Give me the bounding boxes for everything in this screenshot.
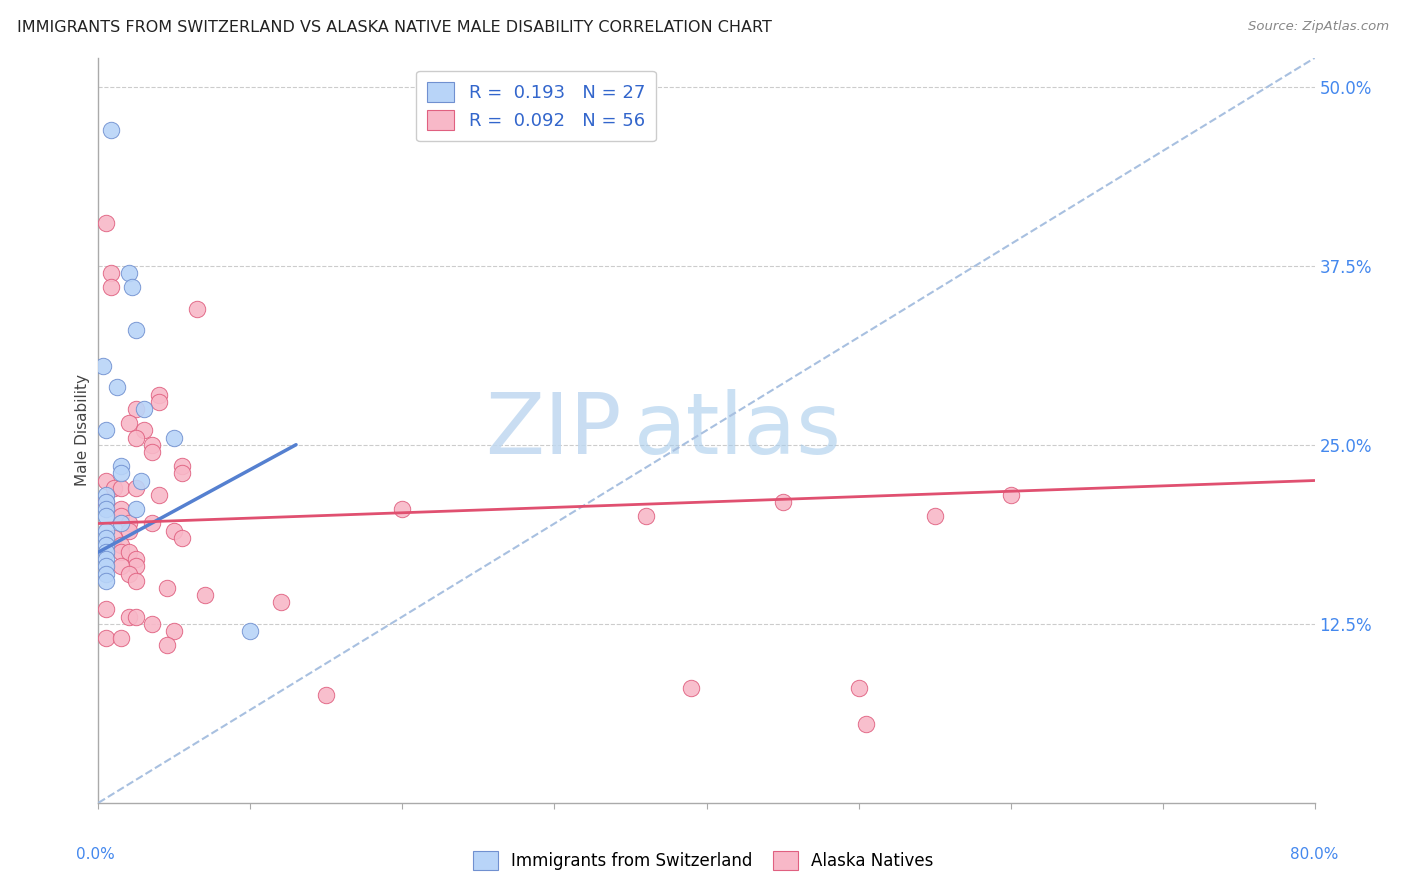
Point (186, 301, 208, 316)
Point (110, 516, 132, 531)
Point (125, 431, 148, 445)
Point (94, 488, 117, 502)
Point (125, 574, 148, 588)
Point (170, 467, 193, 481)
Point (148, 394, 170, 409)
Point (94, 552, 117, 566)
Point (194, 588, 217, 602)
Point (118, 416, 141, 430)
Point (270, 595, 292, 609)
Point (110, 502, 132, 516)
Point (125, 502, 148, 516)
Point (391, 502, 413, 516)
Point (94, 502, 117, 516)
Point (94, 509, 117, 524)
Point (118, 566, 141, 581)
Point (94, 631, 117, 645)
Point (103, 481, 125, 495)
Point (105, 380, 128, 394)
Point (163, 524, 186, 538)
Text: IMMIGRANTS FROM SWITZERLAND VS ALASKA NATIVE MALE DISABILITY CORRELATION CHART: IMMIGRANTS FROM SWITZERLAND VS ALASKA NA… (17, 20, 772, 35)
Point (110, 538, 132, 552)
Point (94, 495, 117, 509)
Point (132, 401, 155, 416)
Point (634, 509, 657, 524)
Point (315, 689, 337, 703)
Point (125, 323, 148, 337)
Point (94, 559, 117, 574)
Legend: Immigrants from Switzerland, Alaska Natives: Immigrants from Switzerland, Alaska Nati… (467, 844, 939, 877)
Point (855, 717, 877, 731)
Point (94, 216, 117, 230)
Point (94, 566, 117, 581)
Point (94, 538, 117, 552)
Point (924, 509, 946, 524)
Point (94, 574, 117, 588)
Point (163, 431, 186, 445)
Point (125, 401, 148, 416)
Point (132, 423, 155, 437)
Point (94, 474, 117, 488)
Point (156, 581, 179, 595)
Point (94, 602, 117, 616)
Point (772, 495, 794, 509)
Text: Source: ZipAtlas.com: Source: ZipAtlas.com (1249, 20, 1389, 33)
Text: 0.0%: 0.0% (76, 847, 115, 862)
Point (94, 531, 117, 545)
Point (94, 524, 117, 538)
Point (100, 280, 122, 294)
Point (94, 423, 117, 437)
Point (91, 359, 114, 373)
Point (141, 516, 163, 531)
Point (163, 624, 186, 638)
Point (141, 616, 163, 631)
Text: atlas: atlas (634, 389, 842, 472)
Point (118, 516, 141, 531)
Point (125, 609, 148, 624)
Point (125, 559, 148, 574)
Point (118, 266, 141, 280)
Point (148, 488, 170, 502)
Text: 80.0%: 80.0% (1291, 847, 1339, 862)
Point (129, 474, 152, 488)
Point (110, 509, 132, 524)
Point (170, 459, 193, 474)
Point (118, 524, 141, 538)
Point (110, 459, 132, 474)
Text: ZIP: ZIP (485, 389, 621, 472)
Point (110, 545, 132, 559)
Point (170, 531, 193, 545)
Point (125, 552, 148, 566)
Point (110, 481, 132, 495)
Point (110, 559, 132, 574)
Point (110, 631, 132, 645)
Point (681, 681, 703, 696)
Point (125, 481, 148, 495)
Point (848, 681, 870, 696)
Point (118, 545, 141, 559)
Point (141, 438, 163, 452)
Point (239, 624, 262, 638)
Point (94, 495, 117, 509)
Point (148, 387, 170, 401)
Point (141, 445, 163, 459)
Point (1000, 488, 1022, 502)
Point (103, 531, 125, 545)
Point (100, 122, 122, 136)
Point (118, 609, 141, 624)
Point (156, 638, 179, 652)
Point (100, 266, 122, 280)
Point (121, 280, 143, 294)
Point (94, 545, 117, 559)
Legend: R =  0.193   N = 27, R =  0.092   N = 56: R = 0.193 N = 27, R = 0.092 N = 56 (416, 70, 657, 141)
Point (110, 467, 132, 481)
Y-axis label: Male Disability: Male Disability (75, 375, 90, 486)
